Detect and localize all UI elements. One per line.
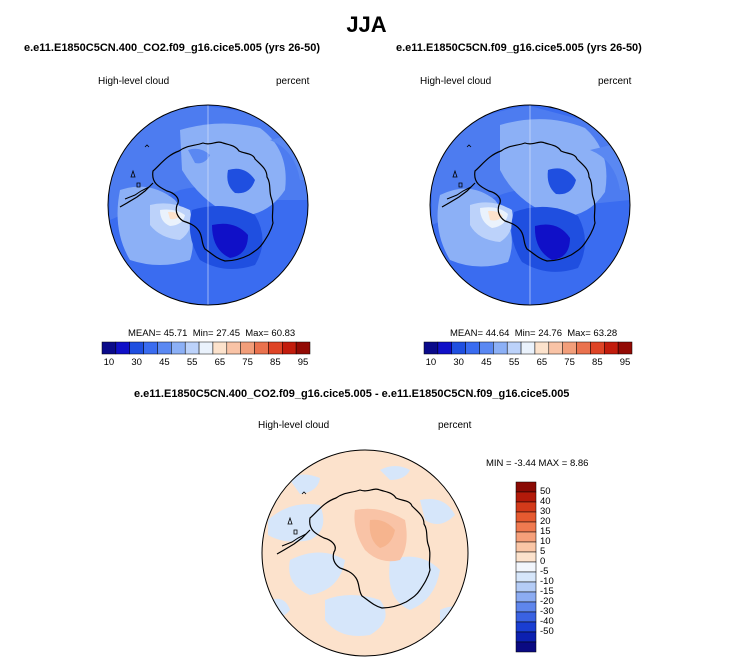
colorbar-tick-label: 15 — [540, 526, 551, 537]
colorbar-tick-label: 95 — [297, 357, 309, 368]
colorbar-swatch — [515, 581, 537, 593]
colorbar-swatch — [515, 621, 537, 633]
colorbar-swatch — [576, 341, 591, 355]
colorbar-tick-label: 55 — [508, 357, 520, 368]
colorbar-swatch — [515, 511, 537, 523]
panel2-case-title: e.e11.E1850C5CN.f09_g16.cice5.005 (yrs 2… — [396, 42, 642, 54]
colorbar-swatch — [101, 341, 117, 355]
colorbar-swatch — [515, 591, 537, 603]
colorbar-swatch — [115, 341, 130, 355]
panel2-field-label: High-level cloud — [420, 76, 492, 87]
colorbar-tick-label: 10 — [540, 536, 551, 547]
colorbar-tick-label: 85 — [270, 357, 281, 368]
colorbar-swatch — [515, 631, 537, 643]
colorbar-tick-label: 30 — [131, 357, 142, 368]
diff-min-max: MIN = -3.44 MAX = 8.86 — [486, 458, 589, 469]
colorbar-tick-label: 65 — [214, 357, 226, 368]
colorbar-tick-label: -50 — [540, 626, 554, 637]
colorbar-swatch — [515, 521, 537, 533]
diff-units-label: percent — [438, 420, 472, 431]
colorbar-swatch — [226, 341, 241, 355]
colorbar-swatch — [515, 561, 537, 573]
colorbar-swatch — [515, 551, 537, 563]
panel1-field-label: High-level cloud — [98, 76, 170, 87]
colorbar-tick-label: -30 — [540, 606, 554, 617]
colorbar-swatch — [515, 491, 537, 503]
colorbar-tick-label: 40 — [540, 496, 551, 507]
colorbar-swatch — [515, 641, 537, 653]
colorbar-tick-label: 55 — [186, 357, 198, 368]
diff-title: e.e11.E1850C5CN.400_CO2.f09_g16.cice5.00… — [134, 388, 570, 400]
colorbar-swatch — [437, 341, 452, 355]
colorbar-swatch — [590, 341, 605, 355]
colorbar-tick-label: 30 — [453, 357, 464, 368]
colorbar-swatch — [548, 341, 563, 355]
colorbar-swatch — [295, 341, 311, 355]
colorbar-swatch — [520, 341, 536, 355]
colorbar-swatch — [515, 531, 537, 543]
colorbar-swatch — [423, 341, 439, 355]
panel2-units-label: percent — [598, 76, 632, 87]
diff-field-label: High-level cloud — [258, 420, 330, 431]
colorbar-swatch — [493, 341, 508, 355]
colorbar-tick-label: 85 — [592, 357, 603, 368]
colorbar-swatch — [143, 341, 158, 355]
diff-map — [262, 450, 468, 656]
colorbar-swatch — [254, 341, 269, 355]
colorbar-tick-label: 95 — [619, 357, 631, 368]
colorbar-tick-label: -20 — [540, 596, 554, 607]
colorbar-tick-label: 20 — [540, 516, 551, 527]
panel2-stats: MEAN= 44.64 Min= 24.76 Max= 63.28 — [450, 328, 618, 339]
colorbar-tick-label: -15 — [540, 586, 554, 597]
page-title: JJA — [346, 12, 387, 37]
colorbar-swatch — [604, 341, 619, 355]
colorbar-swatch — [282, 341, 297, 355]
colorbar-tick-label: 65 — [536, 357, 548, 368]
colorbar-tick-label: 45 — [481, 357, 492, 368]
panel1-stats: MEAN= 45.71 Min= 27.45 Max= 60.83 — [128, 328, 296, 339]
colorbar-swatch — [451, 341, 466, 355]
colorbar-tick-label: 10 — [425, 357, 437, 368]
panel1-colorbar — [101, 341, 311, 355]
colorbar-swatch — [515, 501, 537, 513]
colorbar-tick-label: 30 — [540, 506, 551, 517]
colorbar-tick-label: -5 — [540, 566, 549, 577]
colorbar-swatch — [184, 341, 200, 355]
colorbar-swatch — [515, 601, 537, 613]
colorbar-swatch — [506, 341, 522, 355]
colorbar-swatch — [617, 341, 633, 355]
colorbar-tick-label: 0 — [540, 556, 546, 567]
panel1-map — [108, 105, 308, 305]
colorbar-tick-label: 75 — [564, 357, 575, 368]
colorbar-swatch — [515, 481, 537, 493]
colorbar-swatch — [240, 341, 255, 355]
colorbar-swatch — [515, 541, 537, 553]
colorbar-swatch — [171, 341, 186, 355]
colorbar-tick-label: -10 — [540, 576, 554, 587]
panel1-units-label: percent — [276, 76, 310, 87]
colorbar-swatch — [268, 341, 283, 355]
colorbar-swatch — [562, 341, 577, 355]
colorbar-tick-label: -40 — [540, 616, 554, 627]
colorbar-swatch — [534, 341, 550, 355]
panel1-case-title: e.e11.E1850C5CN.400_CO2.f09_g16.cice5.00… — [24, 42, 320, 54]
colorbar-swatch — [212, 341, 228, 355]
colorbar-swatch — [515, 571, 537, 583]
colorbar-swatch — [198, 341, 214, 355]
colorbar-tick-label: 5 — [540, 546, 546, 557]
colorbar-tick-label: 45 — [159, 357, 170, 368]
colorbar-tick-label: 50 — [540, 486, 551, 497]
colorbar-swatch — [465, 341, 480, 355]
panel2-map — [430, 105, 630, 305]
colorbar-tick-label: 10 — [103, 357, 115, 368]
panel2-colorbar — [423, 341, 633, 355]
colorbar-swatch — [157, 341, 172, 355]
diff-colorbar — [515, 481, 537, 653]
colorbar-swatch — [479, 341, 494, 355]
colorbar-swatch — [129, 341, 144, 355]
colorbar-tick-label: 75 — [242, 357, 253, 368]
colorbar-swatch — [515, 611, 537, 623]
